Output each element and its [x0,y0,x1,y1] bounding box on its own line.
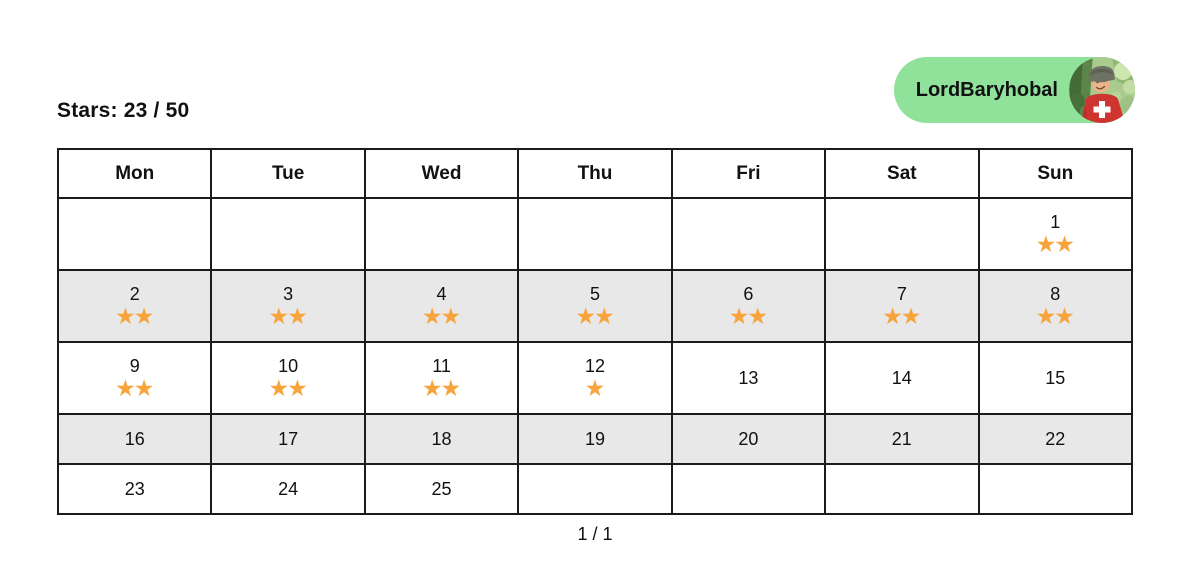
day-cell-17[interactable]: 17 [210,413,366,465]
star-icons: ★★ [421,375,461,401]
day-number: 1 [1050,212,1061,232]
empty-cell [824,197,980,271]
day-number: 19 [584,428,605,449]
empty-cell [824,463,980,515]
weekday-header-tue: Tue [210,148,366,199]
empty-cell [363,197,520,271]
day-cell-24[interactable]: 24 [210,463,366,515]
weekday-header-thu: Thu [517,148,673,199]
day-cell-21[interactable]: 21 [824,413,980,465]
star-icons: ★★ [882,303,921,329]
day-number: 20 [738,428,759,449]
avatar-photo [1069,57,1135,123]
empty-cell [977,463,1134,515]
weekday-header-fri: Fri [670,148,827,199]
day-number: 22 [1045,428,1066,449]
weekday-header-mon: Mon [56,148,213,199]
day-cell-4[interactable]: 4 ★★ [363,269,520,343]
day-number: 15 [1045,367,1066,388]
star-icons: ★★ [268,303,308,329]
star-icons: ★★ [728,303,768,329]
star-icons: ★★ [115,375,154,401]
star-icons: ★★ [575,303,614,329]
day-number: 11 [432,356,451,376]
star-icons: ★★ [1035,231,1075,257]
day-number: 7 [896,284,907,304]
day-number: 16 [124,428,145,449]
day-number: 10 [278,356,299,376]
day-cell-25[interactable]: 25 [363,463,520,515]
calendar-row: 16 17 18 19 20 21 22 [56,413,1134,465]
star-icons: ★★ [268,375,308,401]
day-number: 25 [431,478,452,499]
star-icons: ★★ [1035,303,1075,329]
day-number: 8 [1050,284,1061,304]
day-cell-10[interactable]: 10 ★★ [210,341,366,415]
day-number: 3 [283,284,294,304]
empty-cell [56,197,213,271]
empty-cell [517,463,673,515]
day-cell-19[interactable]: 19 [517,413,673,465]
empty-cell [517,197,673,271]
weekday-header-sun: Sun [977,148,1134,199]
empty-cell [210,197,366,271]
day-cell-13[interactable]: 13 [670,341,827,415]
day-number: 13 [738,367,759,388]
user-badge[interactable]: LordBaryhobal [893,57,1135,123]
day-number: 14 [891,367,912,388]
calendar-row: 2 ★★ 3 ★★ 4 ★★ 5 ★★ 6 ★★ 7 ★★ 8 ★★ [56,269,1134,343]
day-number: 18 [431,428,452,449]
calendar-row: 9 ★★ 10 ★★ 11 ★★ 12 ★ 13 14 15 [56,341,1134,415]
day-cell-1[interactable]: 1 ★★ [977,197,1134,271]
day-number: 23 [124,478,145,499]
day-number: 4 [436,284,447,304]
day-number: 21 [891,428,912,449]
day-cell-8[interactable]: 8 ★★ [977,269,1134,343]
day-number: 2 [129,284,140,304]
user-name: LordBaryhobal [915,78,1058,101]
day-cell-5[interactable]: 5 ★★ [517,269,673,343]
weekday-header-row: Mon Tue Wed Thu Fri Sat Sun [56,148,1134,199]
calendar-table: Mon Tue Wed Thu Fri Sat Sun 1 ★★ 2 ★★ 3 ★★ 4 ★★ 5 ★★ 6 ★★… [56,148,1134,515]
day-cell-14[interactable]: 14 [824,341,980,415]
pagination: 1 / 1 [577,524,613,544]
day-number: 6 [743,284,754,304]
day-number: 5 [589,284,600,304]
calendar-row: 1 ★★ [56,197,1134,271]
day-number: 17 [278,428,299,449]
day-number: 9 [129,356,140,376]
day-cell-3[interactable]: 3 ★★ [210,269,366,343]
star-icons: ★ [584,375,606,401]
day-cell-12[interactable]: 12 ★ [517,341,673,415]
avatar [1069,57,1135,123]
day-cell-11[interactable]: 11 ★★ [363,341,520,415]
day-cell-7[interactable]: 7 ★★ [824,269,980,343]
day-cell-23[interactable]: 23 [56,463,213,515]
star-icons: ★★ [115,303,154,329]
weekday-header-sat: Sat [824,148,980,199]
stars-count: Stars: 23 / 50 [57,99,190,122]
day-cell-18[interactable]: 18 [363,413,520,465]
weekday-header-wed: Wed [363,148,520,199]
day-number: 12 [584,356,605,376]
calendar-row: 23 24 25 [56,463,1134,515]
day-cell-20[interactable]: 20 [670,413,827,465]
day-cell-9[interactable]: 9 ★★ [56,341,213,415]
day-cell-22[interactable]: 22 [977,413,1134,465]
star-icons: ★★ [421,303,461,329]
empty-cell [670,463,827,515]
day-cell-6[interactable]: 6 ★★ [670,269,827,343]
day-cell-15[interactable]: 15 [977,341,1134,415]
empty-cell [670,197,827,271]
day-cell-2[interactable]: 2 ★★ [56,269,213,343]
day-number: 24 [278,478,299,499]
day-cell-16[interactable]: 16 [56,413,213,465]
